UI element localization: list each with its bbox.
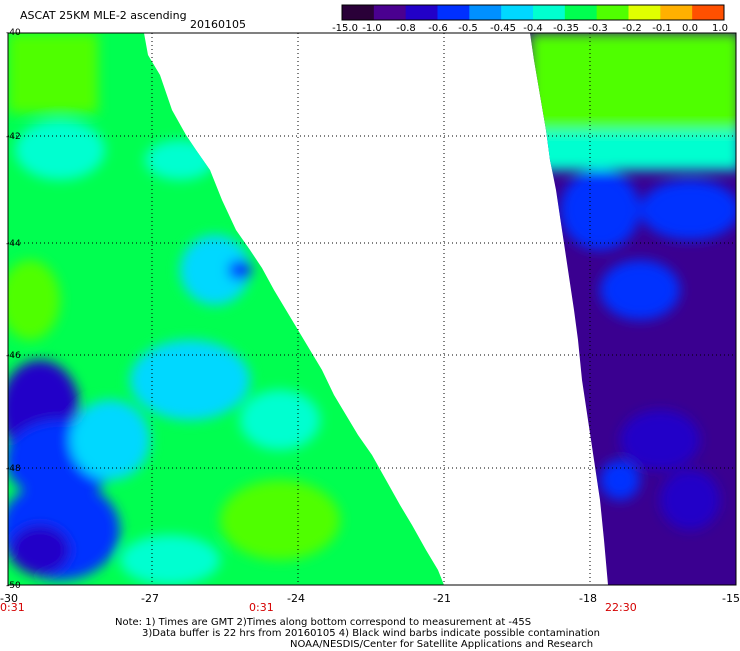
colorbar-label: -0.8 — [396, 23, 416, 34]
lon-label: -18 — [579, 592, 597, 605]
colorbar-swatch — [501, 5, 534, 20]
graticule — [8, 33, 736, 585]
lon-label: -21 — [433, 592, 451, 605]
colorbar-swatch — [596, 5, 629, 20]
lat-label: -44 — [6, 239, 21, 249]
colorbar-label: -15.0 — [332, 23, 358, 34]
lat-label: -42 — [6, 132, 21, 142]
colorbar-label: -1.0 — [362, 23, 382, 34]
colorbar-swatch — [405, 5, 438, 20]
note-line-2: 3)Data buffer is 22 hrs from 20160105 4)… — [142, 628, 600, 639]
colorbar-swatch — [692, 5, 725, 20]
colorbar-swatch — [469, 5, 502, 20]
right-swath — [530, 33, 736, 585]
colorbar-label: -0.45 — [490, 23, 516, 34]
colorbar-swatch — [660, 5, 693, 20]
colorbar-label: -0.5 — [458, 23, 478, 34]
lat-label: -48 — [6, 464, 21, 474]
colorbar-label: -0.1 — [652, 23, 672, 34]
colorbar-swatch — [437, 5, 470, 20]
colorbar-swatch — [564, 5, 598, 20]
colorbar-swatch — [628, 5, 661, 20]
colorbar-label: -0.35 — [553, 23, 579, 34]
left-swath — [8, 33, 444, 585]
lat-label: -50 — [6, 581, 21, 591]
colorbar-label: -0.4 — [523, 23, 543, 34]
colorbar-swatch — [533, 5, 566, 20]
note-line-3: NOAA/NESDIS/Center for Satellite Applica… — [290, 639, 594, 650]
map-title: ASCAT 25KM MLE-2 ascending — [20, 9, 187, 22]
colorbar-label: 0.0 — [682, 23, 698, 34]
time-label: 0:31 — [0, 601, 25, 614]
colorbar-label: 1.0 — [712, 23, 728, 34]
colorbar-swatch — [373, 5, 407, 20]
time-label: 0:31 — [249, 601, 274, 614]
lon-label: -27 — [141, 592, 159, 605]
time-label: 22:30 — [605, 601, 637, 614]
lat-label: -46 — [6, 351, 21, 361]
lat-label: -40 — [6, 28, 21, 38]
lon-label: -30 — [0, 592, 18, 605]
map-date: 20160105 — [190, 18, 246, 31]
colorbar-label: -0.2 — [622, 23, 642, 34]
colorbar-swatch — [342, 5, 375, 20]
colorbar — [342, 5, 725, 20]
lon-label: -24 — [287, 592, 305, 605]
lon-label: -15 — [722, 592, 740, 605]
colorbar-label: -0.3 — [588, 23, 608, 34]
colorbar-label: -0.6 — [428, 23, 448, 34]
note-line-1: Note: 1) Times are GMT 2)Times along bot… — [115, 617, 532, 628]
